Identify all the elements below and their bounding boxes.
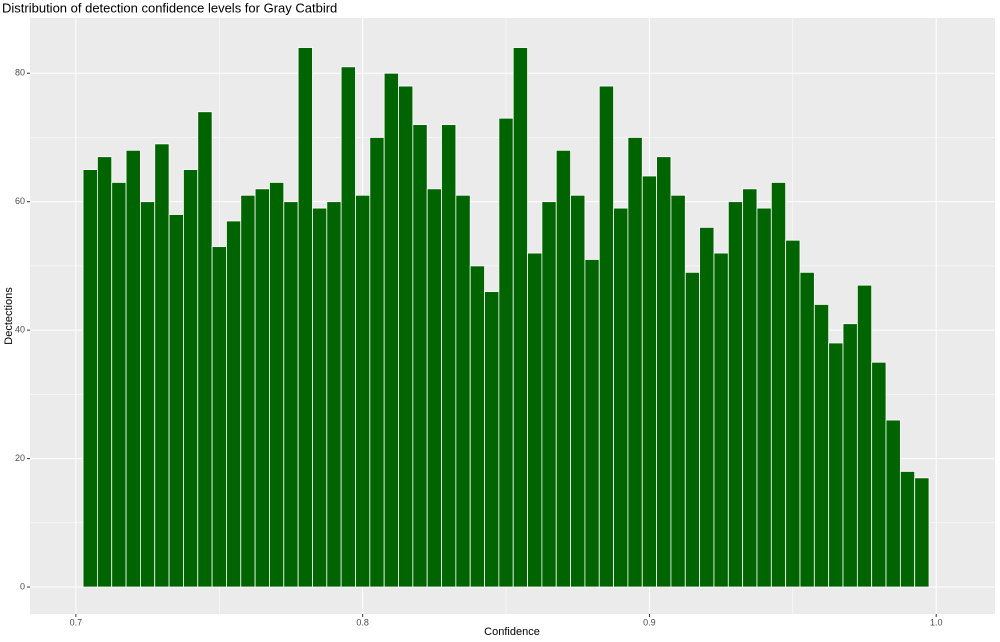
x-tick-label: 0.8	[356, 617, 369, 627]
bar	[154, 143, 170, 588]
chart-title: Distribution of detection confidence lev…	[2, 0, 337, 15]
bar	[813, 304, 830, 588]
bar	[383, 72, 399, 588]
bar	[283, 201, 299, 588]
y-tick-label: 0	[20, 581, 25, 591]
bar	[684, 271, 701, 588]
bar	[326, 201, 342, 588]
bar	[871, 361, 887, 588]
bar	[885, 419, 901, 588]
bar	[312, 207, 328, 588]
bar	[183, 169, 199, 588]
bar	[269, 182, 285, 588]
y-tick-label: 80	[15, 68, 25, 78]
bar	[627, 137, 643, 588]
bar	[598, 85, 614, 588]
bar	[799, 271, 815, 588]
bar	[742, 188, 758, 588]
bar	[527, 252, 543, 588]
bar	[641, 175, 658, 588]
bar	[613, 207, 629, 588]
bar	[828, 342, 844, 588]
x-tick-label: 0.9	[643, 617, 656, 627]
bar	[512, 47, 528, 588]
x-tick-label: 0.7	[70, 617, 83, 627]
bar	[469, 265, 485, 588]
bar	[197, 111, 213, 588]
bar	[498, 117, 514, 588]
bar	[82, 169, 98, 588]
bar	[168, 214, 184, 588]
bar	[570, 194, 586, 588]
bar	[297, 47, 313, 588]
bar	[254, 188, 270, 588]
bar	[713, 252, 729, 588]
bar	[111, 182, 127, 588]
bar	[856, 284, 873, 588]
x-tick-label: 1.0	[930, 617, 943, 627]
bar	[484, 291, 500, 588]
bar	[842, 323, 858, 588]
bar	[140, 201, 156, 588]
bar	[240, 194, 256, 588]
bar	[369, 137, 385, 588]
bar	[785, 239, 801, 588]
bar	[541, 201, 557, 588]
bar	[656, 156, 672, 588]
bar	[96, 156, 113, 588]
bar	[226, 220, 242, 588]
bar	[584, 259, 600, 588]
bar	[727, 201, 744, 588]
bar	[555, 149, 571, 588]
bar	[441, 124, 457, 588]
y-tick-label: 40	[15, 325, 25, 335]
bar	[412, 124, 428, 588]
bar	[899, 471, 916, 588]
bar	[455, 194, 471, 588]
bar	[426, 188, 442, 588]
bar	[670, 194, 686, 588]
bar	[340, 66, 356, 588]
bar	[699, 226, 715, 588]
bar	[355, 194, 371, 588]
bar	[914, 477, 930, 588]
x-axis-label: Confidence	[484, 626, 540, 638]
bar	[770, 182, 787, 588]
bar	[211, 246, 227, 588]
bar	[756, 207, 772, 588]
y-tick-label: 60	[15, 196, 25, 206]
bar	[398, 85, 414, 588]
bar	[125, 149, 141, 588]
y-axis-label: Dectections	[3, 287, 15, 345]
y-tick-label: 20	[15, 453, 25, 463]
